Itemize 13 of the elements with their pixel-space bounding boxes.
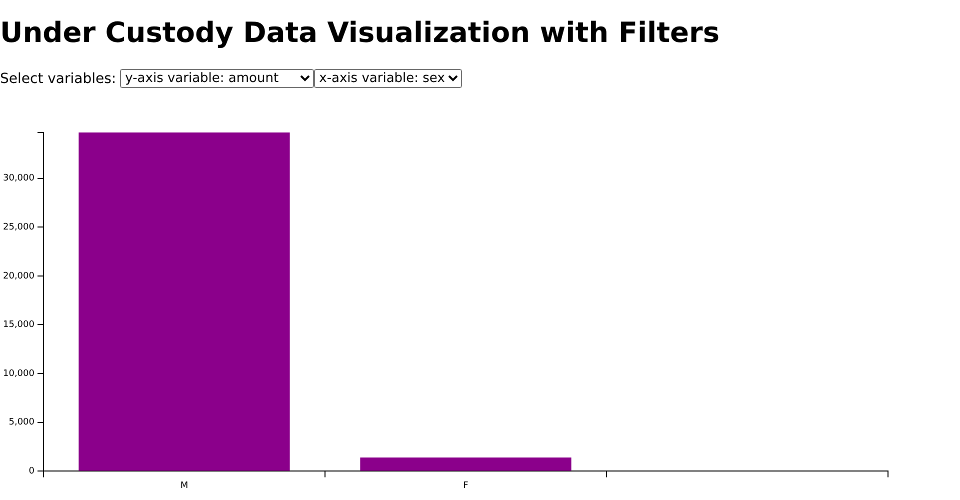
- y-tick-label: 5,000: [8, 418, 35, 428]
- text: Select variables:: [0, 70, 116, 86]
- y-tick-label: 20,000: [2, 271, 35, 282]
- y-tick-label: 10,000: [2, 368, 35, 379]
- x-tick-label: M: [180, 480, 188, 491]
- dropdown-field: y-axis variable: amount: [120, 69, 314, 88]
- y-tick-label: 30,000: [2, 174, 35, 184]
- chart-title: Under Custody Data Visualization with Filters: [0, 16, 720, 49]
- x-tick-label: F: [463, 480, 468, 491]
- y-tick-label: 0: [28, 466, 35, 477]
- y-tick-label: 15,000: [2, 320, 35, 330]
- dropdown-field: x-axis variable: sex: [314, 69, 462, 88]
- y-tick-label: 25,000: [2, 222, 35, 232]
